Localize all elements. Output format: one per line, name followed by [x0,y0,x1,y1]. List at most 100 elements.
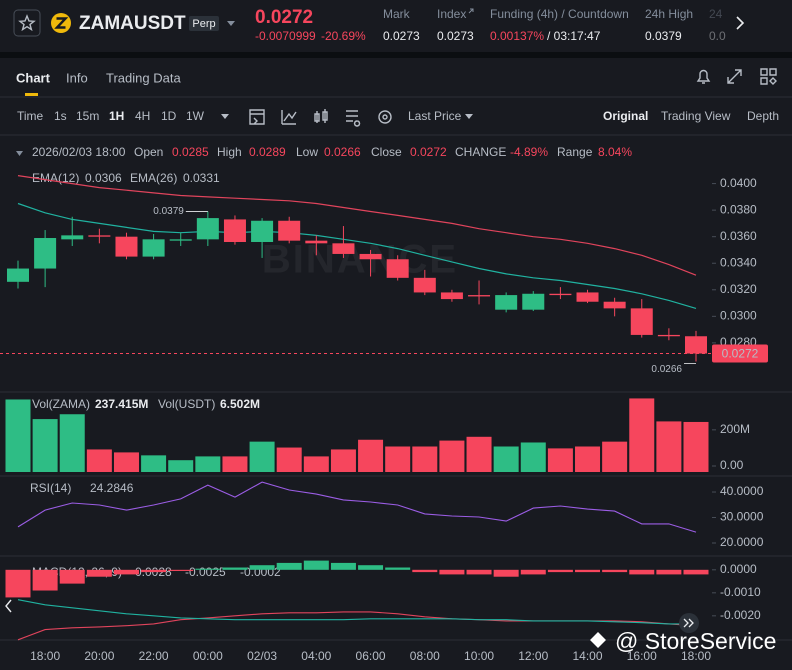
tab[interactable]: Trading Data [106,70,181,85]
indicator-icon[interactable] [281,110,297,125]
macd-histogram-bar [656,569,682,575]
info-value: 8.04% [598,145,632,159]
x-tick-label: 02/03 [247,649,277,663]
candle-body [603,301,626,309]
stat-value: 0.0273 [383,29,420,43]
scroll-left[interactable] [5,599,12,613]
view-tab[interactable]: Trading View [661,109,731,123]
last-price-tag-bg [712,344,768,363]
legend-label: Vol(USDT) [158,397,215,411]
candle-body [305,240,328,244]
x-tick-label: 00:00 [193,649,223,663]
macd-histogram-bar [439,569,465,575]
volume-bar [629,398,655,472]
info-value: 0.0285 [172,145,209,159]
toolbar-label[interactable]: Time [17,109,44,123]
candle-body [223,219,246,242]
coin-logo-mark [54,17,69,29]
y-tick-label: 0.0380 [720,202,757,216]
macd-histogram-bar [466,569,492,575]
tab[interactable]: Chart [16,70,51,85]
legend-label: EMA(12) [32,171,79,185]
x-tick-label: 22:00 [139,649,169,663]
volume-bar [32,419,58,472]
interval[interactable]: 4H [135,109,150,123]
y-tick-label: 0.0360 [720,229,757,243]
stat-value: / 03:17:47 [547,29,601,43]
candle-body [251,220,274,242]
macd-histogram-bar [113,569,139,575]
y-tick-label: -0.0010 [720,585,761,599]
interval[interactable]: 1H [109,109,124,123]
bell-button[interactable] [696,69,711,84]
calendar-icon[interactable] [249,109,265,125]
info-label: CHANGE [455,145,506,159]
stat-label[interactable]: Index [437,7,466,21]
ema-line [17,202,697,309]
volume-bar [276,447,302,472]
y-tick-label: -0.0020 [720,608,761,622]
candle-body [549,293,572,296]
stat-label: 24h High [645,7,693,21]
star-icon [18,14,36,32]
info-value: -4.89% [510,145,548,159]
link-icon [468,8,474,14]
volume-bar [330,449,356,472]
symbol-dropdown[interactable] [227,21,235,26]
y-tick-label: 0.0000 [720,562,757,576]
settings-list-icon[interactable] [346,110,361,127]
volume-bar [303,456,329,472]
x-tick-label: 10:00 [464,649,494,663]
legend-value: 6.502M [220,397,260,411]
collapse-arrow[interactable] [16,151,23,156]
volume-bar [575,446,601,472]
expand-button[interactable] [727,69,742,84]
volume-bar [385,446,411,472]
candle-body [630,308,653,335]
button-frame [13,9,41,37]
legend-value: 0.0306 [85,171,122,185]
tab[interactable]: Info [66,70,88,85]
macd-histogram-bar [330,562,356,570]
view-tab[interactable]: Original [603,109,648,123]
macd-line [17,599,696,625]
candle-body [61,235,84,240]
info-value: 0.0266 [324,145,361,159]
scroll-to-latest[interactable] [679,613,699,633]
favorite-button[interactable] [13,9,41,37]
settings-icon[interactable] [378,110,392,124]
candle-body [34,238,57,269]
price-type[interactable]: Last Price [408,109,462,123]
layout-button[interactable] [760,68,777,85]
y-tick-label: 0.0340 [720,255,757,269]
candle-body [440,292,463,300]
scroll-right[interactable] [736,16,745,30]
interval[interactable]: 1D [161,109,177,123]
volume-bar [113,452,139,472]
price-change: -0.0070999 [255,29,316,43]
symbol[interactable]: ZAMAUSDT [79,13,186,34]
high-marker: 0.0379 [153,206,184,217]
interval[interactable]: 1s [54,109,67,123]
volume-bar [5,399,31,472]
macd-histogram-bar [602,569,628,573]
candle-type-icon[interactable] [314,109,328,123]
interval[interactable]: 15m [76,109,99,123]
candle-body [495,295,518,310]
candle-body [142,239,165,257]
volume-bar [439,440,465,472]
view-tab[interactable]: Depth [747,109,779,123]
volume-bar [141,455,167,472]
stat-value: 0.0 [709,29,726,43]
interval-dropdown[interactable] [221,114,229,119]
macd-histogram-bar [629,569,655,575]
legend-label: EMA(26) [130,171,177,185]
info-time: 2026/02/03 18:00 [32,145,126,159]
volume-bar [493,446,519,472]
settings-icon-core [382,114,388,120]
price-type-dropdown[interactable] [465,114,473,119]
macd-histogram-bar [141,569,167,573]
candle-body [413,277,436,293]
overlay-watermark: @ StoreService [615,628,776,654]
interval[interactable]: 1W [186,109,205,123]
